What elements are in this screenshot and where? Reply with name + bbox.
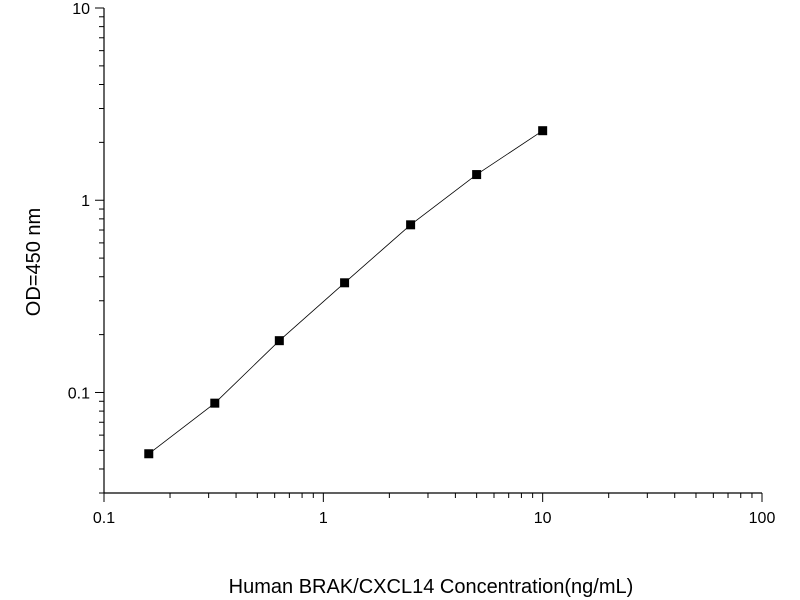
data-points-group <box>144 126 548 459</box>
x-tick-label: 100 <box>749 510 776 527</box>
y-tick-label: 1 <box>81 193 90 210</box>
data-point-marker <box>144 449 154 459</box>
data-point-marker <box>538 126 548 136</box>
axes: 0.1 1 10 100 0.1 1 10 <box>68 1 776 527</box>
x-tick-label: 10 <box>534 510 552 527</box>
y-tick-label: 0.1 <box>68 385 90 402</box>
x-axis-title: Human BRAK/CXCL14 Concentration(ng/mL) <box>229 576 634 598</box>
x-tick-label: 0.1 <box>93 510 115 527</box>
data-point-marker <box>274 336 284 346</box>
x-tick-label: 1 <box>319 510 328 527</box>
data-point-marker <box>406 220 416 230</box>
data-point-marker <box>340 278 350 288</box>
fit-curve-group <box>148 130 543 455</box>
y-tick-label: 10 <box>72 1 90 18</box>
data-point-marker <box>210 398 220 408</box>
fit-curve <box>148 130 543 455</box>
y-axis-title: OD=450 nm <box>23 208 45 316</box>
data-point-marker <box>472 170 482 180</box>
